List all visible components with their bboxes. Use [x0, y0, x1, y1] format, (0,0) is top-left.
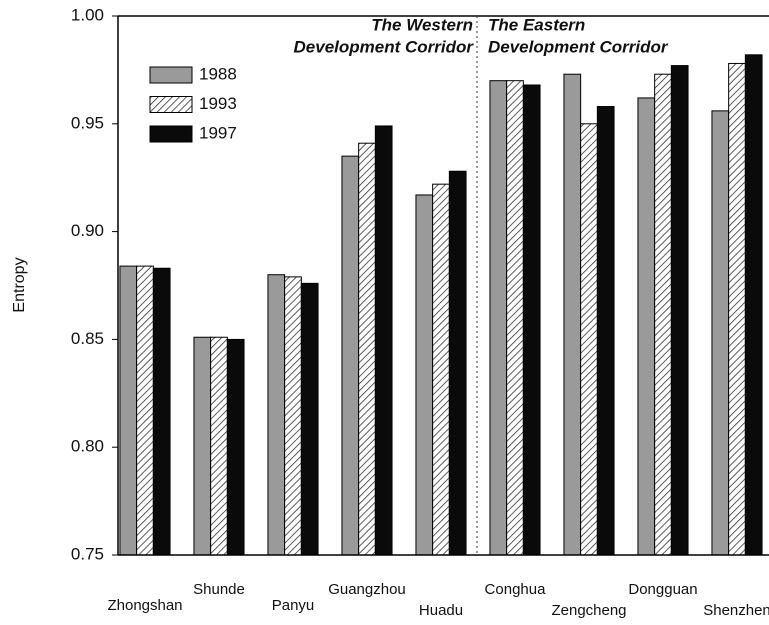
bar [119, 265, 138, 556]
bar [152, 267, 171, 556]
y-tick-label: 0.80 [71, 437, 104, 456]
x-tick-label: Conghua [485, 581, 547, 598]
bar [654, 73, 672, 556]
legend-swatch [149, 96, 193, 113]
bar [448, 170, 467, 556]
y-tick-label: 0.85 [71, 329, 104, 348]
bar [341, 155, 360, 556]
x-tick-label: Shunde [193, 581, 245, 598]
y-tick-label: 0.90 [71, 221, 104, 240]
legend-swatch [149, 66, 193, 84]
bar [728, 62, 746, 556]
legend-label: 1993 [199, 94, 237, 113]
bar [432, 183, 450, 556]
bar [489, 80, 508, 556]
bar [193, 336, 212, 556]
bar [670, 65, 689, 556]
x-tick-label: Zengcheng [551, 602, 626, 619]
x-tick-label: Zhongshan [107, 597, 182, 614]
annotation: The Eastern [488, 15, 585, 34]
bar [358, 142, 376, 556]
y-tick-label: 0.75 [71, 544, 104, 563]
legend-swatch [149, 125, 193, 143]
bar [563, 73, 582, 556]
x-tick-label: Panyu [272, 597, 315, 614]
annotation: Development Corridor [294, 37, 475, 56]
bar [415, 194, 434, 556]
x-tick-label: Dongguan [628, 581, 697, 598]
bar [267, 274, 286, 556]
bar [136, 265, 154, 556]
y-tick-label: 0.95 [71, 113, 104, 132]
annotation: The Western [371, 15, 473, 34]
bar [506, 80, 524, 556]
legend-label: 1997 [199, 123, 237, 142]
bar [284, 276, 302, 556]
bar [226, 338, 245, 556]
bar [637, 97, 656, 556]
bar [210, 336, 228, 556]
y-axis-label: Entropy [11, 257, 28, 312]
bar [711, 110, 730, 556]
bar [596, 106, 615, 556]
y-tick-label: 1.00 [71, 5, 104, 24]
annotation: Development Corridor [488, 37, 669, 56]
x-tick-label: Guangzhou [328, 581, 406, 598]
bar [522, 84, 541, 556]
bar [374, 125, 393, 556]
bar [744, 54, 763, 556]
x-tick-label: Shenzhen [703, 602, 769, 619]
bar [580, 123, 598, 556]
legend-label: 1988 [199, 64, 237, 83]
x-tick-label: Huadu [419, 602, 463, 619]
bar [300, 282, 319, 556]
